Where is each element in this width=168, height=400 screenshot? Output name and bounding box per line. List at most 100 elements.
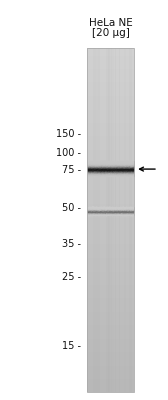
Bar bbox=[87, 184, 134, 186]
Bar bbox=[87, 293, 134, 294]
Bar bbox=[87, 255, 134, 257]
Bar bbox=[87, 361, 134, 362]
Bar bbox=[87, 120, 134, 121]
Bar bbox=[87, 322, 134, 323]
Bar bbox=[87, 384, 134, 385]
Bar bbox=[87, 124, 134, 126]
Bar bbox=[87, 271, 134, 273]
Bar bbox=[87, 264, 134, 266]
Bar bbox=[87, 69, 134, 71]
Bar bbox=[87, 88, 134, 89]
Bar bbox=[87, 360, 134, 361]
Bar bbox=[87, 325, 134, 327]
Bar bbox=[87, 110, 134, 111]
Bar bbox=[87, 371, 134, 372]
Bar bbox=[87, 316, 134, 318]
Bar bbox=[87, 174, 134, 175]
Bar bbox=[87, 306, 134, 307]
Text: 25 -: 25 - bbox=[61, 272, 81, 282]
Bar bbox=[87, 185, 134, 187]
Bar bbox=[87, 150, 134, 151]
Bar bbox=[87, 50, 134, 52]
Bar bbox=[87, 140, 134, 142]
Bar bbox=[87, 180, 134, 181]
Bar bbox=[87, 253, 134, 254]
Bar bbox=[87, 89, 134, 90]
Bar bbox=[87, 191, 134, 192]
Bar bbox=[87, 319, 134, 321]
Bar bbox=[87, 348, 134, 350]
Bar bbox=[87, 357, 134, 359]
Bar bbox=[87, 256, 134, 258]
Bar bbox=[87, 177, 134, 179]
Text: 100 -: 100 - bbox=[56, 148, 81, 158]
Bar bbox=[87, 386, 134, 388]
Bar bbox=[87, 365, 134, 367]
Bar bbox=[87, 207, 134, 208]
Bar bbox=[87, 331, 134, 332]
Bar bbox=[87, 183, 134, 184]
Bar bbox=[87, 226, 134, 228]
Bar bbox=[87, 52, 134, 54]
Bar bbox=[87, 70, 134, 72]
Bar bbox=[87, 366, 134, 368]
Bar bbox=[87, 176, 134, 178]
Bar bbox=[87, 221, 134, 222]
Bar bbox=[119, 48, 120, 392]
Bar bbox=[87, 352, 134, 353]
Bar bbox=[87, 283, 134, 284]
Bar bbox=[87, 147, 134, 149]
Bar bbox=[87, 387, 134, 388]
Bar bbox=[87, 323, 134, 324]
Bar bbox=[87, 362, 134, 363]
Bar bbox=[87, 328, 134, 330]
Bar bbox=[87, 186, 134, 188]
Bar bbox=[87, 262, 134, 264]
Bar bbox=[87, 48, 134, 392]
Bar bbox=[87, 304, 134, 306]
Bar bbox=[87, 368, 134, 369]
Bar bbox=[87, 86, 134, 87]
Bar bbox=[87, 164, 134, 166]
Bar bbox=[87, 245, 134, 246]
Bar bbox=[115, 48, 116, 392]
Bar bbox=[87, 106, 134, 108]
Bar bbox=[87, 308, 134, 310]
Text: 15 -: 15 - bbox=[62, 340, 81, 350]
Bar bbox=[87, 380, 134, 382]
Bar bbox=[87, 83, 134, 85]
Bar bbox=[87, 192, 134, 194]
Bar bbox=[87, 96, 134, 97]
Bar bbox=[87, 284, 134, 285]
Bar bbox=[87, 382, 134, 384]
Bar bbox=[87, 145, 134, 147]
Bar bbox=[87, 154, 134, 156]
Bar bbox=[87, 336, 134, 338]
Bar bbox=[87, 286, 134, 288]
Bar bbox=[87, 355, 134, 356]
Bar bbox=[87, 76, 134, 78]
Bar bbox=[87, 340, 134, 342]
Bar bbox=[87, 100, 134, 102]
Text: 50 -: 50 - bbox=[62, 203, 81, 213]
Bar bbox=[87, 182, 134, 183]
Bar bbox=[98, 48, 100, 392]
Bar bbox=[87, 166, 134, 167]
Bar bbox=[87, 296, 134, 298]
Bar bbox=[87, 317, 134, 319]
Bar bbox=[87, 73, 134, 74]
Bar bbox=[87, 373, 134, 375]
Bar bbox=[87, 61, 134, 63]
Bar bbox=[87, 303, 134, 305]
Bar bbox=[87, 131, 134, 133]
Bar bbox=[87, 178, 134, 180]
Bar bbox=[87, 137, 134, 138]
Bar bbox=[87, 51, 134, 52]
Bar bbox=[87, 98, 134, 100]
Bar bbox=[87, 190, 134, 191]
Bar bbox=[87, 314, 134, 315]
Bar bbox=[87, 388, 134, 390]
Bar bbox=[87, 116, 134, 118]
Bar bbox=[87, 65, 134, 66]
Bar bbox=[87, 301, 134, 302]
